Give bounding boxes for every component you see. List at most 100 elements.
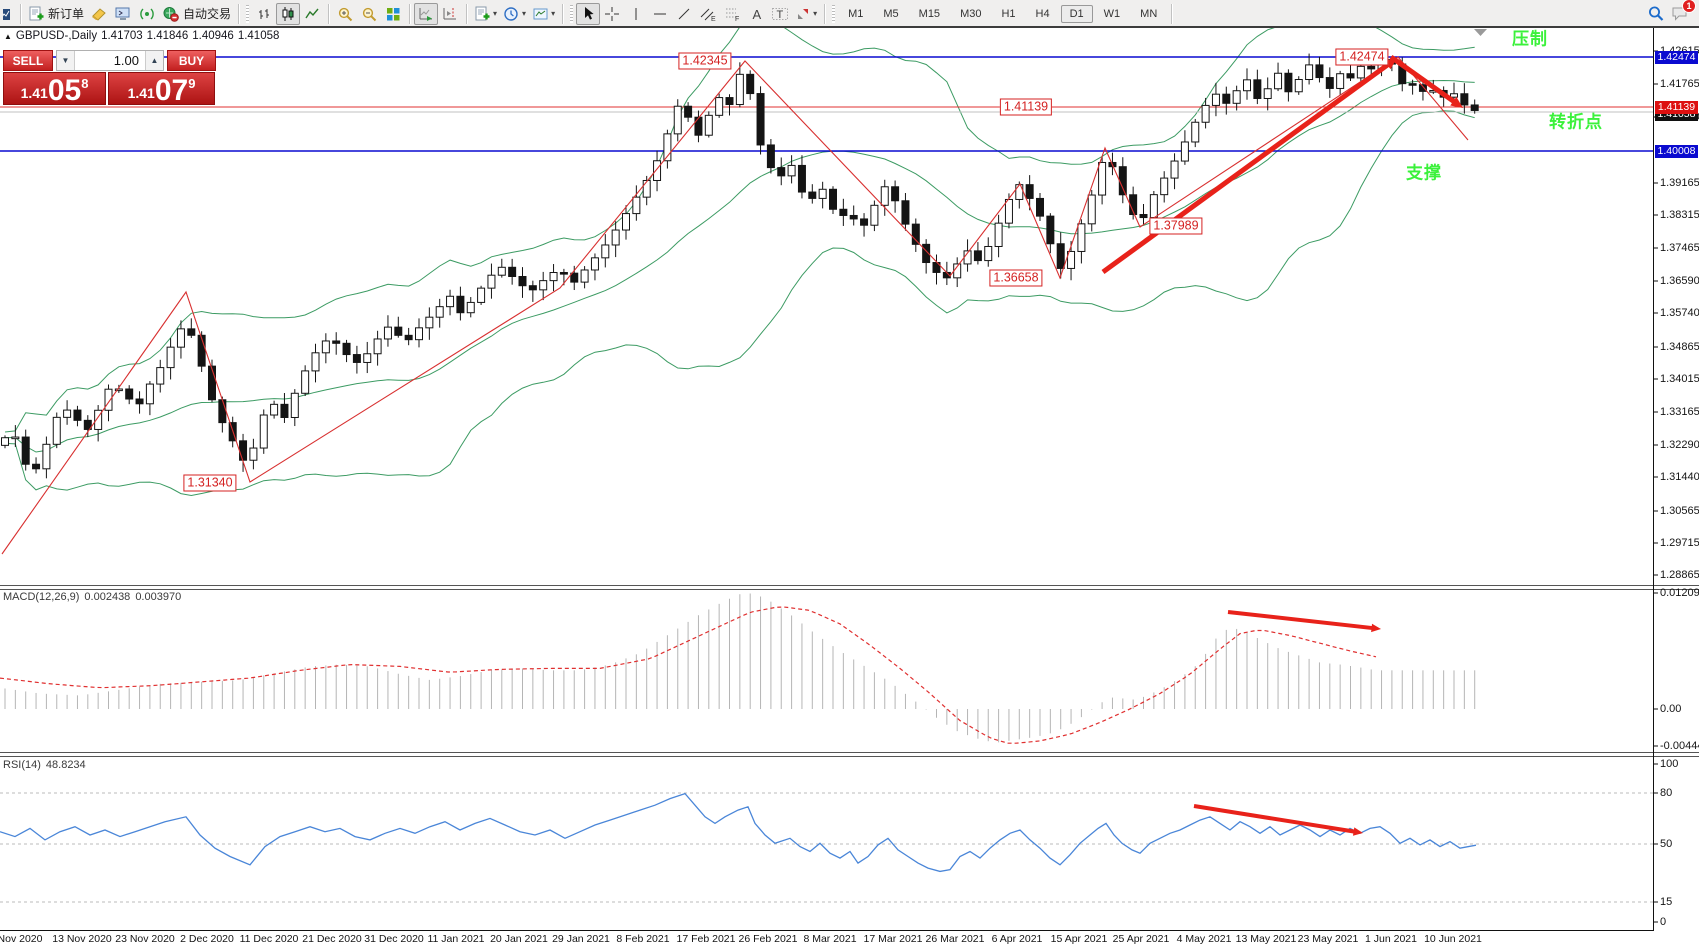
bar-chart-button[interactable] — [252, 3, 276, 25]
one-click-trading-panel: SELL ▼ 1.00 ▲ BUY 1.41 05 8 1.41 07 9 — [2, 48, 216, 128]
macd-value-1: 0.002438 — [84, 591, 131, 603]
tf-button-m1[interactable]: M1 — [848, 7, 864, 20]
date-axis-label: 23 May 2021 — [1297, 933, 1359, 945]
tf-button-m15[interactable]: M15 — [918, 7, 941, 20]
terminal-button[interactable] — [111, 3, 135, 25]
eraser-button[interactable] — [87, 3, 111, 25]
new-order-icon — [29, 6, 44, 20]
chart-title: ▲ GBPUSD-,Daily 1.41703 1.41846 1.40946 1.410… — [4, 30, 283, 42]
ohlc-close: 1.41058 — [237, 30, 280, 42]
sell-price-sup: 8 — [81, 76, 89, 91]
clipped-chart-icon[interactable] — [2, 3, 16, 25]
macd-label: MACD(12,26,9) 0.002438 0.003970 — [3, 591, 186, 603]
tf-button-d1[interactable]: D1 — [1060, 4, 1093, 23]
ohlc-high: 1.41846 — [146, 30, 189, 42]
sell-button[interactable]: SELL — [3, 50, 53, 71]
tf-button-m30[interactable]: M30 — [960, 7, 982, 20]
buy-price-big: 07 — [154, 74, 189, 107]
tf-button-m5[interactable]: M5 — [883, 7, 899, 20]
buy-price-small: 1.41 — [127, 85, 155, 101]
price-axis-tick: 1.38315 — [1660, 209, 1699, 221]
notifications-button[interactable]: 1 — [1668, 0, 1696, 25]
autotrade-button[interactable]: 自动交易 — [159, 3, 234, 25]
volume-up-button[interactable]: ▲ — [145, 51, 163, 70]
vertical-line-icon — [635, 7, 637, 20]
price-axis-tick: 1.35740 — [1660, 307, 1699, 319]
trendline-tool-button[interactable] — [672, 3, 696, 25]
zoom-out-button[interactable] — [357, 3, 381, 25]
chart-window: ▲ GBPUSD-,Daily 1.41703 1.41846 1.40946 1.410… — [0, 28, 1699, 949]
indicators-button[interactable]: ▾ — [471, 3, 500, 25]
zoom-in-button[interactable] — [333, 3, 357, 25]
volume-input[interactable]: 1.00 — [113, 53, 139, 68]
eraser-icon — [92, 7, 106, 21]
date-axis-label: 26 Feb 2021 — [738, 933, 798, 945]
line-chart-icon — [305, 8, 319, 18]
clock-icon — [504, 6, 518, 21]
auto-scroll-button[interactable] — [414, 2, 439, 25]
rsi-axis-tick: 80 — [1660, 787, 1673, 799]
templates-button[interactable]: ▾ — [529, 3, 558, 25]
fibonacci-tool-button[interactable]: F — [720, 3, 744, 25]
buy-price[interactable]: 1.41 07 9 — [108, 72, 215, 107]
price-axis-tick: 1.30565 — [1660, 505, 1699, 517]
chart-canvas[interactable] — [0, 28, 1699, 931]
cursor-tool-button[interactable] — [576, 2, 601, 25]
text-label-icon: T — [772, 7, 789, 21]
chevron-down-icon: ▾ — [813, 9, 818, 18]
template-icon — [533, 8, 548, 19]
price-axis-tick: 1.28865 — [1660, 569, 1699, 581]
date-axis-label: 20 Jan 2021 — [490, 933, 548, 945]
tf-button-h4[interactable]: H4 — [1035, 7, 1050, 20]
collapse-triangle-icon[interactable]: ▲ — [4, 32, 12, 41]
annotation-note: 支撑 — [1406, 163, 1442, 183]
annotation-note: 转折点 — [1549, 112, 1603, 132]
search-button[interactable] — [1644, 3, 1668, 25]
line-chart-button[interactable] — [300, 3, 324, 25]
tf-button-h1[interactable]: H1 — [1001, 7, 1016, 20]
horizontal-line-tool-button[interactable] — [648, 3, 672, 25]
tf-button-w1[interactable]: W1 — [1103, 7, 1121, 20]
ohlc-low: 1.40946 — [192, 30, 234, 42]
rsi-axis-tick: 100 — [1660, 758, 1679, 770]
sell-price[interactable]: 1.41 05 8 — [3, 72, 106, 107]
tf-button-mn[interactable]: MN — [1140, 7, 1158, 20]
sell-price-big: 05 — [47, 74, 82, 107]
signal-button[interactable] — [135, 3, 159, 25]
zoom-in-icon — [338, 7, 352, 21]
macd-axis-tick: -0.004446 — [1660, 740, 1699, 752]
toolbar: 新订单 自动交易 — [0, 0, 1699, 27]
chart-icon — [3, 8, 10, 20]
bar-chart-icon — [259, 8, 270, 19]
new-order-button[interactable]: 新订单 — [25, 3, 87, 25]
tile-windows-button[interactable] — [381, 3, 405, 25]
candle-chart-button[interactable] — [276, 2, 301, 25]
chart-shift-icon — [443, 7, 456, 19]
text-tool-button[interactable]: A — [744, 3, 768, 25]
channel-tool-button[interactable]: E — [696, 3, 720, 25]
chevron-down-icon: ▾ — [493, 9, 498, 18]
volume-down-button[interactable]: ▼ — [57, 51, 75, 70]
buy-button[interactable]: BUY — [167, 50, 216, 71]
indicators-icon — [475, 6, 490, 20]
text-a-icon: A — [752, 7, 761, 22]
date-axis-label: 10 Jun 2021 — [1424, 933, 1482, 945]
horizontal-line-icon — [654, 13, 667, 14]
date-axis-label: 8 Feb 2021 — [616, 933, 670, 945]
zoom-out-icon — [362, 7, 376, 21]
rsi-value: 48.8234 — [45, 759, 86, 771]
date-axis-label: 4 May 2021 — [1176, 933, 1232, 945]
vertical-line-tool-button[interactable] — [624, 3, 648, 25]
periods-button[interactable]: ▾ — [500, 3, 529, 25]
shapes-tool-button[interactable]: ▾ — [792, 3, 820, 25]
price-axis-tick: 1.33165 — [1660, 406, 1699, 418]
svg-text:A: A — [752, 7, 761, 22]
date-axis-label: 31 Dec 2020 — [364, 933, 424, 945]
label-tool-button[interactable]: T — [768, 3, 792, 25]
rsi-label: RSI(14) 48.8234 — [3, 759, 91, 771]
svg-text:F: F — [735, 16, 739, 22]
chart-shift-button[interactable] — [438, 3, 462, 25]
date-axis-label: 2 Dec 2020 — [180, 933, 234, 945]
crosshair-tool-button[interactable] — [600, 3, 624, 25]
